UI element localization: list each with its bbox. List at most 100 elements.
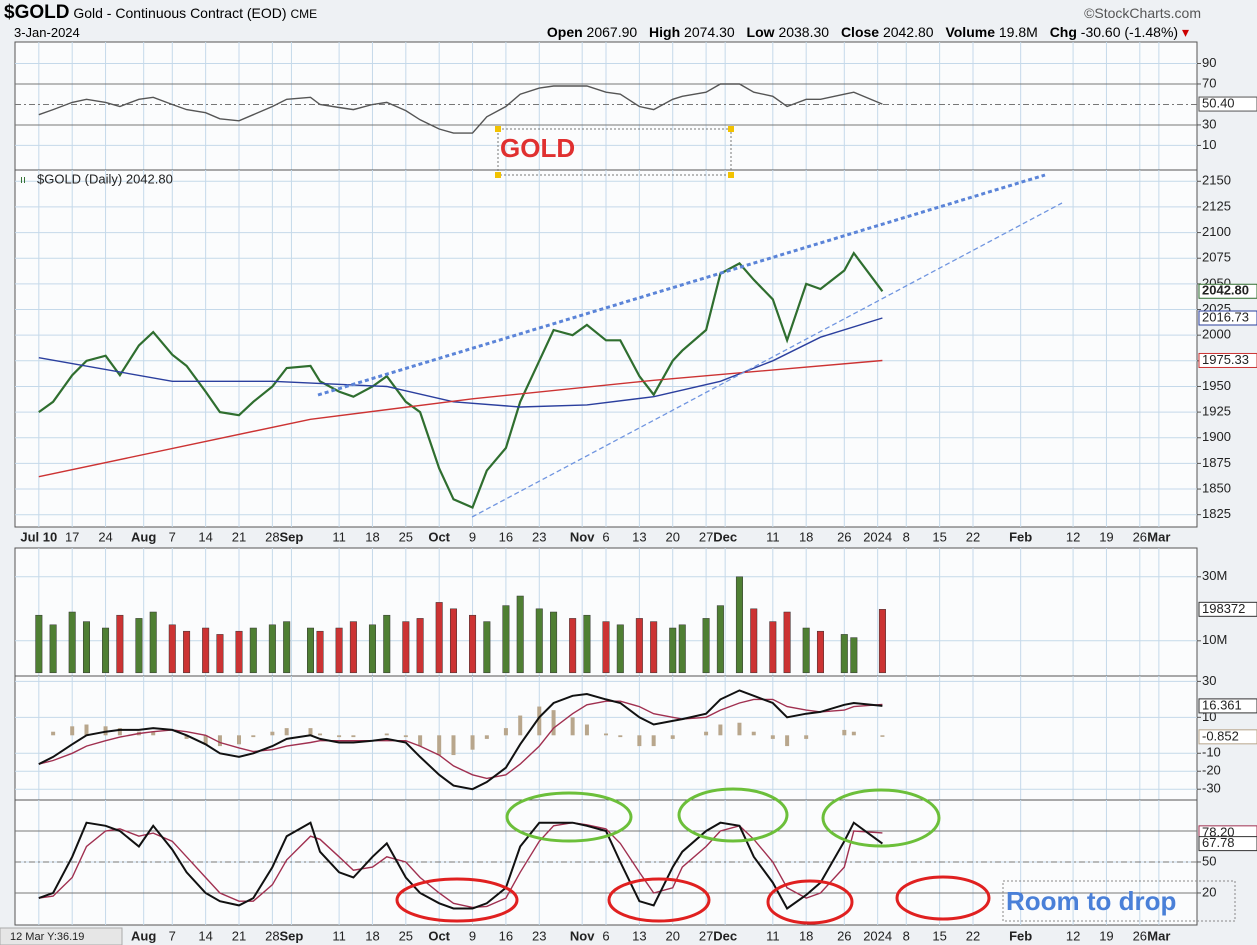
value-label: 50.40 xyxy=(1202,95,1235,110)
value-label: 198372 xyxy=(1202,601,1245,616)
x-tick-label: Aug xyxy=(131,529,156,544)
x-tick-label: 23 xyxy=(532,928,546,943)
cursor-readout: 12 Mar Y:36.19 xyxy=(10,931,84,943)
bar xyxy=(268,624,276,674)
series-line xyxy=(38,251,884,509)
bar xyxy=(402,621,410,674)
bar xyxy=(249,627,257,674)
x-tick-label: 26 xyxy=(1133,529,1147,544)
x-tick-label: Nov xyxy=(570,928,595,943)
x-tick-label: 16 xyxy=(499,928,513,943)
x-tick-label: 6 xyxy=(602,928,609,943)
value: 2042.80 xyxy=(882,24,934,40)
y-tick-label: 1900 xyxy=(1202,429,1231,444)
bar xyxy=(368,624,376,674)
bar xyxy=(470,735,475,750)
trendline xyxy=(317,173,1046,397)
x-tick-label: 25 xyxy=(399,529,413,544)
bar xyxy=(878,609,886,674)
x-tick-label: Sep xyxy=(280,529,304,544)
bar xyxy=(678,624,686,674)
bar xyxy=(235,630,243,674)
y-tick-label: 10 xyxy=(1202,137,1216,152)
bar xyxy=(569,618,577,674)
x-tick-label: 12 xyxy=(1066,928,1080,943)
bar xyxy=(770,735,775,739)
x-axis-band xyxy=(0,928,1257,945)
bar xyxy=(102,627,110,674)
x-tick-label: 8 xyxy=(903,928,910,943)
x-tick-label: 27 xyxy=(699,928,713,943)
bar xyxy=(535,608,543,674)
bar xyxy=(880,735,885,737)
y-tick-label: 70 xyxy=(1202,75,1216,90)
x-tick-label: 15 xyxy=(932,529,946,544)
bar xyxy=(602,621,610,674)
x-tick-label: Oct xyxy=(428,928,450,943)
bar xyxy=(203,735,208,745)
bar xyxy=(469,614,477,674)
bar xyxy=(418,735,423,747)
x-tick-label: 25 xyxy=(399,928,413,943)
value-label: 16.361 xyxy=(1202,697,1242,712)
handle xyxy=(728,172,734,178)
series-line xyxy=(38,821,883,910)
series-line xyxy=(38,698,883,780)
value-label: 1975.33 xyxy=(1202,352,1249,367)
x-tick-label: 14 xyxy=(198,928,212,943)
x-tick-label: 20 xyxy=(665,529,679,544)
bar xyxy=(518,715,523,736)
bar xyxy=(604,733,608,736)
x-tick-label: 20 xyxy=(665,928,679,943)
bar xyxy=(851,731,856,736)
x-tick-label: 28 xyxy=(265,529,279,544)
x-tick-label: 19 xyxy=(1099,529,1113,544)
bar xyxy=(804,735,809,739)
x-tick-label: 9 xyxy=(469,928,476,943)
y-tick-label: 2075 xyxy=(1202,250,1231,265)
bar xyxy=(270,731,275,736)
x-tick-label: Jul 10 xyxy=(20,529,57,544)
y-tick-label: 20 xyxy=(1202,884,1216,899)
bar xyxy=(651,735,656,747)
x-tick-label: 18 xyxy=(799,928,813,943)
value: -30.60 (-1.48%) xyxy=(1080,24,1179,40)
bar xyxy=(151,731,156,736)
y-tick-label: 30 xyxy=(1202,116,1216,131)
x-tick-label: 2024 xyxy=(863,529,892,544)
y-tick-label: 50 xyxy=(1202,853,1216,868)
bar xyxy=(669,627,677,674)
bar xyxy=(618,735,623,738)
x-tick-label: 18 xyxy=(799,529,813,544)
x-tick-label: Dec xyxy=(713,928,737,943)
y-tick-label: -10 xyxy=(1202,745,1221,760)
value-label: 78.20 xyxy=(1202,824,1235,839)
cursor-box xyxy=(0,927,123,945)
bar xyxy=(716,605,724,674)
y-tick-label: 30M xyxy=(1202,568,1227,583)
legend-label: $GOLD (Daily) 2042.80 xyxy=(37,171,173,186)
value-label-box xyxy=(1198,698,1257,714)
bar xyxy=(737,722,742,736)
x-tick-label: 11 xyxy=(766,529,780,544)
value-label-box xyxy=(1198,836,1257,852)
label: High xyxy=(649,24,681,40)
x-tick-label: 18 xyxy=(365,529,379,544)
bar xyxy=(584,724,589,736)
bar xyxy=(68,611,76,674)
bar xyxy=(403,735,408,738)
bar xyxy=(70,726,75,736)
value-label-box xyxy=(1198,601,1257,617)
bar xyxy=(308,728,313,736)
series-line xyxy=(38,359,883,478)
bar xyxy=(840,634,848,674)
bar xyxy=(735,576,743,674)
bar xyxy=(84,724,89,736)
y-tick-label: 1925 xyxy=(1202,404,1231,419)
symbol: $GOLD xyxy=(4,2,70,23)
series-line xyxy=(38,821,883,909)
exchange: CME xyxy=(290,7,318,21)
bar xyxy=(202,627,210,674)
x-tick-label: 23 xyxy=(532,529,546,544)
value-label: -0.852 xyxy=(1202,728,1239,743)
